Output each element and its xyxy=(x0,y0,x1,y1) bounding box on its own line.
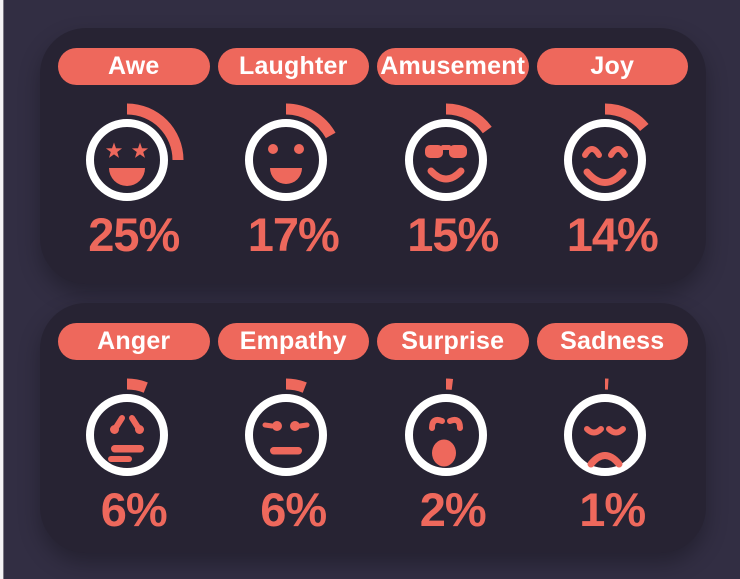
progress-arc xyxy=(286,103,336,139)
emotion-label-pill: Amusement xyxy=(377,48,529,85)
face-ring xyxy=(245,119,328,201)
happy-closed-eyes xyxy=(582,146,629,158)
smile-mouth xyxy=(427,167,465,183)
percentage-value: 6% xyxy=(260,483,327,536)
progress-arc xyxy=(445,103,492,134)
progress-arc xyxy=(126,103,184,160)
star-eyes xyxy=(105,142,148,158)
top-emotions-panel: Awe 25% Laughter xyxy=(40,28,706,284)
emotion-label-pill: Awe xyxy=(58,48,210,85)
percentage-value: 15% xyxy=(407,208,499,261)
face-ring xyxy=(85,119,168,201)
percentage-value: 25% xyxy=(88,208,180,261)
page-edge-strip xyxy=(0,0,4,579)
progress-arc xyxy=(605,103,649,131)
progress-arc xyxy=(286,378,308,393)
grin-mouth xyxy=(108,168,145,186)
face-ring xyxy=(564,119,647,201)
grimace-mouth xyxy=(107,445,144,462)
emotion-card-amusement: Amusement 15% xyxy=(377,48,529,284)
sunglasses xyxy=(424,145,467,158)
emotion-label-pill: Sadness xyxy=(536,323,688,360)
emotion-card-sadness: Sadness 1% xyxy=(536,323,688,553)
face-ring xyxy=(85,394,168,476)
joy-face-icon xyxy=(564,103,649,201)
laughter-face-icon xyxy=(245,103,336,201)
emotion-label-pill: Surprise xyxy=(377,323,529,360)
percentage-value: 2% xyxy=(419,483,487,536)
angry-eyes xyxy=(109,415,144,434)
face-ring xyxy=(564,394,647,476)
emotion-label-pill: Joy xyxy=(536,48,688,85)
anger-face-icon xyxy=(85,378,168,476)
emotion-card-awe: Awe 25% xyxy=(58,48,210,284)
grin-mouth xyxy=(270,168,303,184)
emotion-label-pill: Anger xyxy=(58,323,210,360)
percentage-value: 14% xyxy=(566,208,659,261)
sadness-face-icon xyxy=(564,378,647,476)
bottom-emotions-panel: Anger 6% Empathy xyxy=(40,303,706,553)
emotion-card-laughter: Laughter 17% xyxy=(217,48,369,284)
smile-mouth xyxy=(583,168,627,186)
dot-eyes xyxy=(268,144,305,154)
progress-arc xyxy=(445,378,453,390)
emotion-card-joy: Joy 14% xyxy=(536,48,688,284)
emotion-label-pill: Empathy xyxy=(217,323,369,360)
neutral-eyes xyxy=(262,421,310,431)
open-mouth xyxy=(431,439,456,467)
emotion-label-pill: Laughter xyxy=(217,48,369,85)
awe-face-icon xyxy=(85,103,184,201)
progress-arc xyxy=(605,378,609,390)
percentage-value: 1% xyxy=(579,483,646,536)
emotion-card-surprise: Surprise 2% xyxy=(377,323,529,553)
raised-eyebrows xyxy=(428,416,463,431)
progress-arc xyxy=(126,378,148,393)
face-ring xyxy=(404,119,487,201)
frown-mouth xyxy=(587,452,623,468)
empathy-face-icon xyxy=(245,378,328,476)
percentage-value: 17% xyxy=(247,208,340,261)
emotion-card-anger: Anger 6% xyxy=(58,323,210,553)
face-ring xyxy=(404,394,487,476)
flat-mouth xyxy=(270,447,303,455)
droopy-eyes xyxy=(584,426,627,436)
surprise-face-icon xyxy=(404,378,487,476)
face-ring xyxy=(245,394,328,476)
percentage-value: 6% xyxy=(100,483,168,536)
amusement-face-icon xyxy=(404,103,492,201)
emotion-card-empathy: Empathy 6% xyxy=(217,323,369,553)
